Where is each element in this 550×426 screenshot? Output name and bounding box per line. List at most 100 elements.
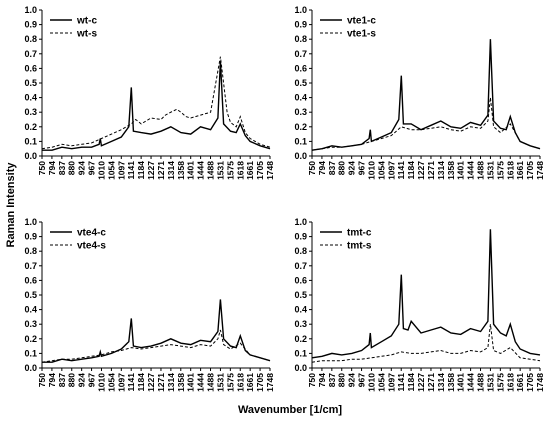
- x-tick-label: 1618: [505, 161, 515, 180]
- x-tick-label: 924: [347, 161, 357, 175]
- x-tick-label: 1358: [446, 161, 456, 180]
- y-tick-label: 0.4: [294, 93, 307, 103]
- y-tick-label: 0.2: [24, 334, 37, 344]
- x-tick-label: 1314: [436, 161, 446, 180]
- y-tick-label: 0.1: [24, 348, 37, 358]
- x-tick-label: 837: [327, 373, 337, 387]
- y-tick-label: 0.7: [24, 261, 37, 271]
- x-tick-label: 1661: [515, 161, 525, 180]
- x-tick-label: 1575: [225, 373, 235, 392]
- x-tick-label: 880: [67, 161, 77, 175]
- x-tick-label: 1444: [196, 161, 206, 180]
- y-tick-label: 0.7: [294, 261, 307, 271]
- x-tick-label: 1271: [426, 161, 436, 180]
- y-tick-label: 0.0: [294, 363, 307, 373]
- x-tick-label: 794: [317, 161, 327, 175]
- x-tick-label: 1314: [166, 373, 176, 392]
- y-tick-label: 0.6: [24, 63, 37, 73]
- y-tick-label: 0.4: [294, 305, 307, 315]
- x-tick-label: 1141: [126, 161, 136, 180]
- y-tick-label: 0.9: [24, 232, 37, 242]
- series-line-vte4-s: [41, 329, 271, 363]
- x-tick-label: 1748: [265, 373, 275, 392]
- x-tick-label: 750: [37, 373, 47, 387]
- x-tick-label: 967: [357, 161, 367, 175]
- y-tick-label: 0.3: [24, 107, 37, 117]
- y-tick-label: 0.1: [294, 348, 307, 358]
- x-tick-label: 1184: [136, 373, 146, 392]
- y-tick-label: 0.7: [24, 49, 37, 59]
- x-tick-label: 1401: [186, 161, 196, 180]
- x-tick-label: 750: [37, 161, 47, 175]
- y-tick-label: 0.4: [24, 305, 37, 315]
- legend-label: vte1-c: [347, 16, 376, 27]
- y-tick-label: 1.0: [24, 217, 37, 227]
- y-tick-label: 0.9: [294, 20, 307, 30]
- x-tick-label: 880: [337, 373, 347, 387]
- x-tick-label: 1097: [386, 373, 396, 392]
- y-tick-label: 0.3: [294, 107, 307, 117]
- x-tick-label: 837: [57, 373, 67, 387]
- x-tick-label: 794: [317, 373, 327, 387]
- x-tick-label: 794: [47, 373, 57, 387]
- x-tick-label: 967: [87, 373, 97, 387]
- x-tick-label: 1444: [196, 373, 206, 392]
- x-tick-label: 1314: [436, 373, 446, 392]
- x-tick-label: 1227: [146, 161, 156, 180]
- legend-label: vte4-s: [77, 241, 106, 252]
- x-tick-label: 1661: [245, 161, 255, 180]
- legend-label: wt-s: [76, 29, 97, 40]
- x-tick-label: 1227: [416, 373, 426, 392]
- y-tick-label: 1.0: [24, 5, 37, 15]
- x-tick-label: 1141: [126, 373, 136, 392]
- y-tick-label: 1.0: [294, 5, 307, 15]
- y-tick-label: 0.2: [294, 122, 307, 132]
- x-tick-label: 1054: [376, 161, 386, 180]
- legend-label: tmt-s: [347, 241, 372, 252]
- y-tick-label: 0.4: [24, 93, 37, 103]
- series-line-vte1-s: [311, 97, 541, 151]
- y-tick-label: 0.8: [24, 34, 37, 44]
- x-tick-label: 1184: [136, 161, 146, 180]
- y-tick-label: 0.9: [294, 232, 307, 242]
- legend-label: vte1-s: [347, 29, 376, 40]
- x-tick-label: 1488: [476, 161, 486, 180]
- x-tick-label: 1401: [456, 161, 466, 180]
- x-tick-label: 1054: [106, 373, 116, 392]
- y-tick-label: 0.7: [294, 49, 307, 59]
- series-line-tmt-c: [311, 229, 541, 359]
- x-tick-label: 1358: [446, 373, 456, 392]
- x-tick-label: 1358: [176, 161, 186, 180]
- x-tick-label: 1141: [396, 161, 406, 180]
- x-tick-label: 924: [77, 161, 87, 175]
- x-tick-label: 1488: [206, 161, 216, 180]
- x-tick-label: 1401: [186, 373, 196, 392]
- y-tick-label: 0.0: [24, 151, 37, 161]
- x-tick-label: 1184: [406, 373, 416, 392]
- x-tick-label: 837: [327, 161, 337, 175]
- y-tick-label: 0.3: [24, 319, 37, 329]
- x-tick-label: 1661: [515, 373, 525, 392]
- x-tick-label: 1748: [535, 373, 545, 392]
- x-tick-label: 1575: [495, 161, 505, 180]
- x-tick-label: 1010: [366, 161, 376, 180]
- x-tick-label: 924: [77, 373, 87, 387]
- x-tick-label: 1705: [525, 161, 535, 180]
- series-line-vte4-c: [42, 299, 271, 363]
- x-tick-label: 1575: [225, 161, 235, 180]
- y-tick-label: 0.5: [24, 290, 37, 300]
- x-tick-label: 1705: [255, 161, 265, 180]
- y-tick-label: 0.3: [294, 319, 307, 329]
- x-tick-label: 1748: [265, 161, 275, 180]
- y-tick-label: 0.2: [24, 122, 37, 132]
- x-tick-label: 1358: [176, 373, 186, 392]
- x-tick-label: 837: [57, 161, 67, 175]
- x-tick-label: 1097: [386, 161, 396, 180]
- y-tick-label: 0.5: [294, 290, 307, 300]
- x-tick-label: 1314: [166, 161, 176, 180]
- x-tick-label: 1097: [116, 161, 126, 180]
